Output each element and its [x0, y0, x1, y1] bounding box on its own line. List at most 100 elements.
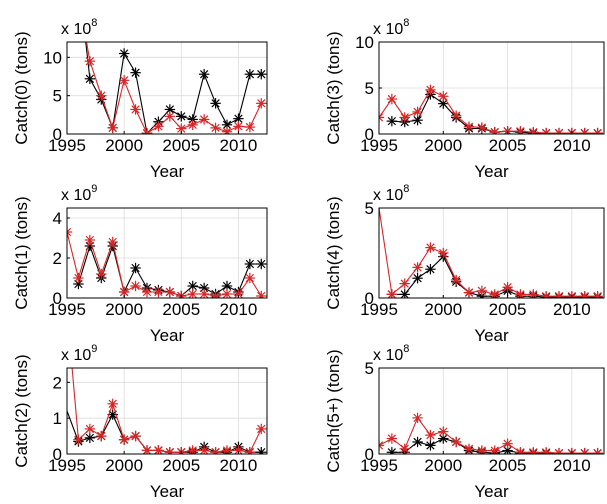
data-point — [187, 280, 198, 292]
x-tick-label: 1995 — [48, 136, 86, 155]
x-tick-label: 1995 — [48, 456, 86, 475]
data-point — [476, 122, 488, 133]
data-point — [553, 127, 565, 134]
x-axis-label: Year — [474, 326, 509, 345]
axis-multiplier: x 108 — [373, 343, 409, 364]
chart-panel-6: 1995 2000 2005 2010 0 5x 108 Catch(5+) (tons) Y… — [324, 343, 605, 501]
data-point — [130, 430, 141, 442]
data-point — [73, 434, 84, 445]
data-point — [153, 286, 164, 298]
data-point — [438, 433, 449, 444]
data-point — [399, 289, 410, 298]
data-point — [386, 93, 398, 105]
plot-area — [379, 208, 604, 298]
data-point — [210, 447, 221, 454]
y-tick-label: 0 — [365, 289, 374, 308]
data-point — [438, 247, 449, 259]
data-point — [412, 273, 423, 284]
data-point — [210, 290, 221, 298]
data-point — [412, 436, 423, 448]
x-tick-label: 2010 — [220, 456, 258, 475]
data-point — [425, 440, 436, 451]
axis-multiplier: x 108 — [61, 17, 97, 38]
y-tick-label: 10 — [355, 33, 374, 52]
data-point — [579, 291, 590, 298]
data-point — [176, 111, 187, 122]
y-axis-label: Catch(2) (tons) — [12, 354, 31, 467]
data-point — [579, 447, 590, 454]
data-point — [118, 75, 130, 86]
data-point — [425, 84, 436, 96]
x-axis-label: Year — [150, 482, 185, 501]
data-point — [256, 290, 267, 298]
data-point — [463, 121, 475, 132]
data-point — [198, 288, 210, 298]
axes-frame — [378, 367, 605, 455]
data-point — [141, 128, 153, 134]
y-tick-label: 0 — [53, 125, 62, 144]
axes-frame — [66, 207, 268, 299]
chart-panel-3: 1995 2000 2005 2010 0 2 4 x 109 Catch(1) (tons) Y… — [12, 183, 268, 345]
data-point — [153, 121, 164, 132]
data-point — [256, 447, 267, 454]
data-point — [540, 291, 552, 298]
x-tick-label: 2000 — [105, 136, 143, 155]
data-point — [233, 121, 244, 132]
data-point — [489, 126, 500, 134]
series-layer — [67, 226, 267, 298]
data-point — [244, 121, 256, 133]
data-point — [425, 429, 436, 441]
data-point — [141, 286, 153, 298]
x-tick-label: 2005 — [489, 456, 527, 475]
data-point — [96, 90, 107, 101]
axis-multiplier: x 109 — [61, 343, 97, 364]
series-layer — [379, 412, 603, 454]
data-point — [187, 119, 198, 130]
data-point — [438, 426, 449, 437]
data-point — [84, 432, 96, 444]
data-point — [130, 67, 141, 78]
series-layer — [84, 42, 267, 134]
data-point — [187, 445, 198, 454]
data-point — [210, 122, 221, 134]
data-point — [450, 274, 462, 286]
data-point — [221, 288, 233, 298]
chart-panel-1: 1995 2000 2005 2010 0 5 10 x 108 Catch(0) (tons)… — [12, 17, 268, 181]
data-point — [463, 287, 475, 298]
data-point — [107, 398, 118, 410]
data-point — [528, 126, 539, 134]
data-point — [153, 445, 164, 454]
data-point — [256, 69, 267, 80]
plot-area — [67, 208, 267, 298]
x-tick-label: 1995 — [360, 136, 398, 155]
data-point — [118, 48, 130, 59]
data-point — [463, 443, 475, 454]
axis-multiplier: x 109 — [61, 183, 97, 204]
plot-area — [379, 368, 604, 454]
data-point — [221, 126, 233, 134]
y-tick-label: 10 — [43, 48, 62, 67]
x-axis-label: Year — [474, 162, 509, 181]
y-tick-label: 0 — [53, 445, 62, 464]
data-point — [118, 434, 130, 445]
data-point — [84, 423, 96, 435]
data-point — [164, 286, 176, 298]
y-axis-label: Catch(5+) (tons) — [324, 349, 343, 472]
data-point — [244, 272, 256, 284]
data-point — [130, 262, 141, 274]
y-tick-label: 4 — [53, 209, 62, 228]
axes-frame — [66, 41, 268, 135]
y-axis-label: Catch(4) (tons) — [324, 196, 343, 309]
data-point — [592, 291, 603, 298]
data-point — [210, 98, 221, 109]
data-point — [386, 433, 398, 444]
data-point — [96, 430, 107, 442]
data-point — [379, 440, 385, 451]
x-tick-label: 2005 — [162, 136, 200, 155]
y-tick-label: 2 — [53, 249, 62, 268]
data-point — [386, 447, 398, 454]
data-point — [540, 127, 552, 134]
y-axis-label: Catch(3) (tons) — [324, 31, 343, 144]
x-tick-label: 2000 — [424, 136, 462, 155]
